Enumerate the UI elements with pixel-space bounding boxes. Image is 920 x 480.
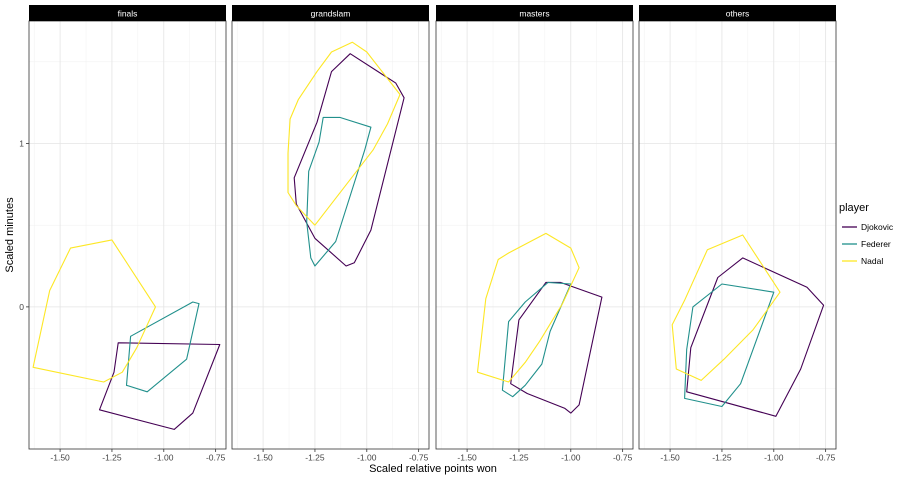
legend-item-federer: Federer	[842, 239, 891, 249]
hull-nadal-others	[671, 234, 781, 381]
x-tick-label: -1.00	[764, 453, 784, 463]
panel-background	[29, 21, 226, 449]
x-tick-label: -1.00	[357, 453, 377, 463]
panel-background	[436, 21, 633, 449]
hull-federer-others	[684, 283, 775, 408]
x-tick-label: -1.25	[102, 453, 122, 463]
hull-nadal-finals	[32, 239, 157, 383]
x-tick-label: -1.25	[305, 453, 325, 463]
x-axes: -1.50 -1.25 -1.00 -0.75 -1.50 -1.25 -1.00 -0.75…	[50, 449, 836, 463]
legend-label: Nadal	[861, 256, 883, 266]
x-tick-label: -1.50	[660, 453, 680, 463]
x-tick-label: -1.00	[561, 453, 581, 463]
x-tick-label: -1.50	[457, 453, 477, 463]
x-tick-label: -1.25	[712, 453, 732, 463]
y-axis-title: Scaled minutes	[4, 197, 16, 273]
strip-finals	[29, 5, 226, 21]
x-tick-label: -1.50	[50, 453, 70, 463]
strip-label: finals	[118, 9, 138, 19]
legend-label: Djokovic	[861, 222, 894, 232]
strip-grandslam	[232, 5, 429, 21]
hull-djokovic-grandslam	[293, 53, 405, 267]
legend: player Djokovic Federer Nadal	[839, 202, 894, 266]
legend-title: player	[839, 202, 869, 214]
panel-background	[232, 21, 429, 449]
x-tick-label: -0.75	[613, 453, 633, 463]
hull-nadal-grandslam	[287, 41, 401, 226]
x-tick-label: -1.00	[154, 453, 174, 463]
facet-masters: masters	[435, 5, 634, 450]
facet-others: others	[638, 5, 837, 450]
panel-background	[639, 21, 836, 449]
facet-panels: finals grandslam masters others	[28, 5, 837, 450]
hull-federer-grandslam	[306, 116, 372, 267]
x-tick-label: -0.75	[206, 453, 226, 463]
x-axis-title: Scaled relative points won	[369, 463, 497, 475]
legend-item-djokovic: Djokovic	[842, 222, 894, 232]
legend-keys: Djokovic Federer Nadal	[842, 222, 894, 266]
y-tick-label: 1	[19, 139, 24, 149]
strip-label: masters	[519, 9, 549, 19]
y-axis: 01	[19, 139, 29, 312]
facet-finals: finals	[28, 5, 227, 450]
hull-federer-finals	[125, 301, 200, 393]
x-tick-label: -1.25	[509, 453, 529, 463]
strip-label: others	[726, 9, 750, 19]
hull-nadal-masters	[476, 232, 580, 383]
legend-label: Federer	[861, 239, 891, 249]
legend-item-nadal: Nadal	[842, 256, 883, 266]
x-tick-label: -0.75	[816, 453, 836, 463]
strip-label: grandslam	[311, 9, 351, 19]
facet-grandslam: grandslam	[231, 5, 430, 450]
strip-masters	[436, 5, 633, 21]
hull-djokovic-finals	[98, 342, 221, 430]
x-tick-label: -1.50	[253, 453, 273, 463]
y-tick-label: 0	[19, 302, 24, 312]
x-tick-label: -0.75	[409, 453, 429, 463]
strip-others	[639, 5, 836, 21]
hull-federer-masters	[501, 281, 572, 398]
